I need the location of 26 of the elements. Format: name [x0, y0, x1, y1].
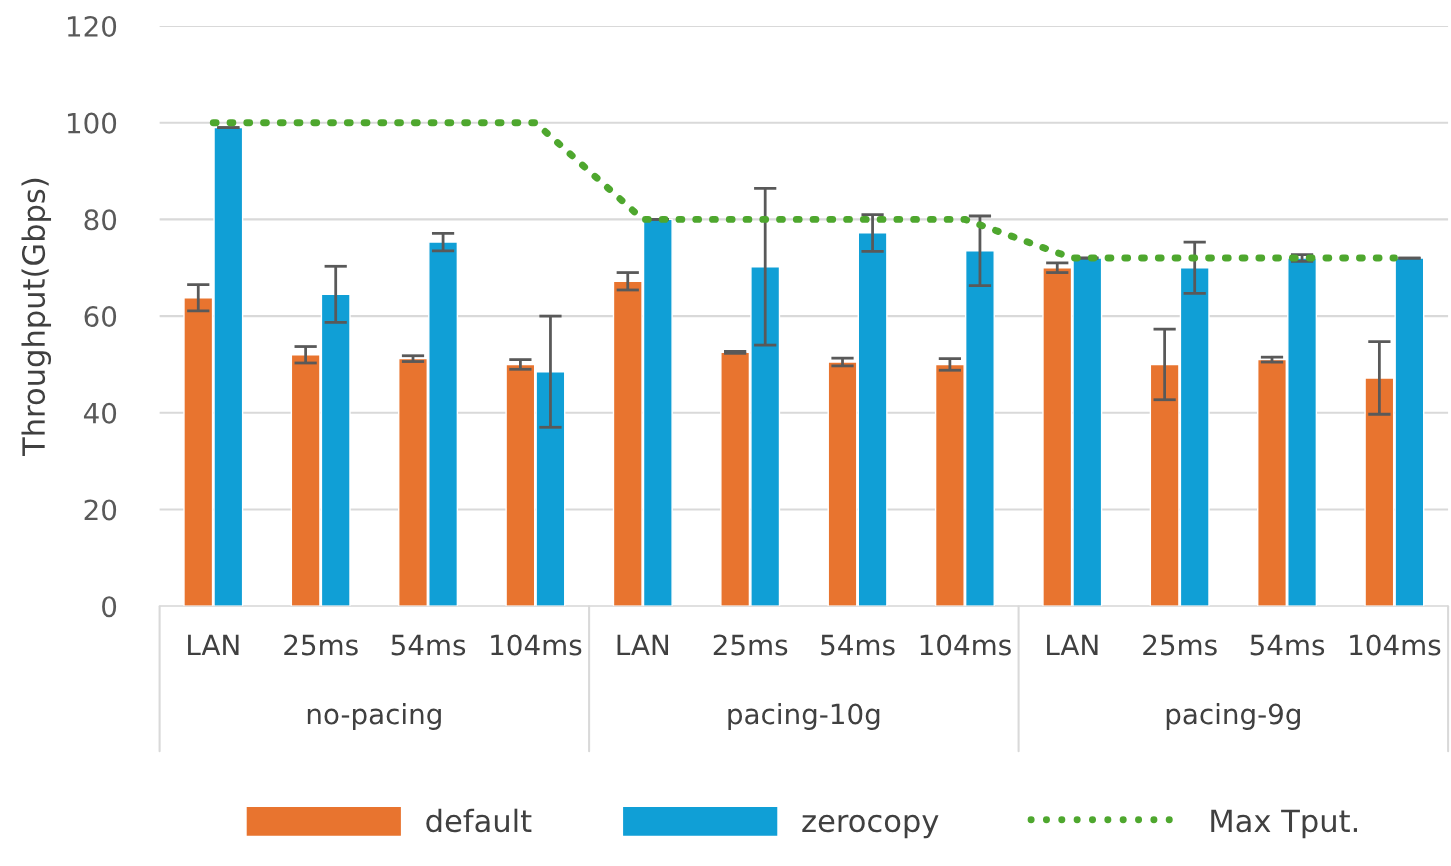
y-tick-label: 80: [84, 209, 117, 231]
y-tick-label: 120: [67, 15, 117, 37]
x-tick-label: 104ms: [1350, 634, 1441, 656]
x-tick-label: 104ms: [920, 634, 1011, 656]
text: pacing-9g: [1166, 703, 1300, 730]
y-tick-label: 100: [67, 112, 117, 134]
x-tick-label: LAN: [1047, 634, 1098, 656]
x-tick-label: LAN: [188, 634, 239, 656]
legend-label: default: [426, 808, 532, 833]
x-tick-label: 25ms: [1143, 634, 1217, 656]
y-tick-label: 40: [83, 402, 117, 424]
x-tick-label: 104ms: [491, 634, 582, 656]
x-tick-label: 25ms: [713, 634, 788, 656]
legend-label: zerocopy: [802, 814, 939, 839]
text: no-pacing: [307, 703, 441, 730]
text: pacing-10g: [728, 703, 880, 730]
x-tick-label: 54ms: [1250, 634, 1325, 656]
x-tick-label: LAN: [617, 634, 668, 656]
y-axis-title: Throughput(Gbps): [21, 178, 52, 457]
legend-label: Max Tput.: [1211, 809, 1358, 839]
x-tick-label: 54ms: [391, 634, 466, 656]
y-tick-label: 60: [84, 306, 117, 328]
y-tick-label: 20: [84, 499, 117, 521]
y-tick-label: 0: [102, 596, 117, 618]
x-tick-label: 25ms: [284, 634, 358, 656]
x-tick-label: 54ms: [821, 634, 895, 656]
